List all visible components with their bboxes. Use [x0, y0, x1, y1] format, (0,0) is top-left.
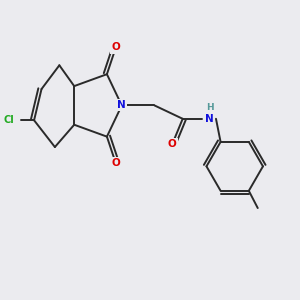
Text: Cl: Cl [3, 115, 14, 125]
Text: O: O [168, 139, 177, 149]
Text: N: N [205, 114, 214, 124]
Text: O: O [111, 158, 120, 168]
Text: N: N [117, 100, 126, 110]
Text: O: O [111, 43, 120, 52]
Text: H: H [206, 103, 213, 112]
